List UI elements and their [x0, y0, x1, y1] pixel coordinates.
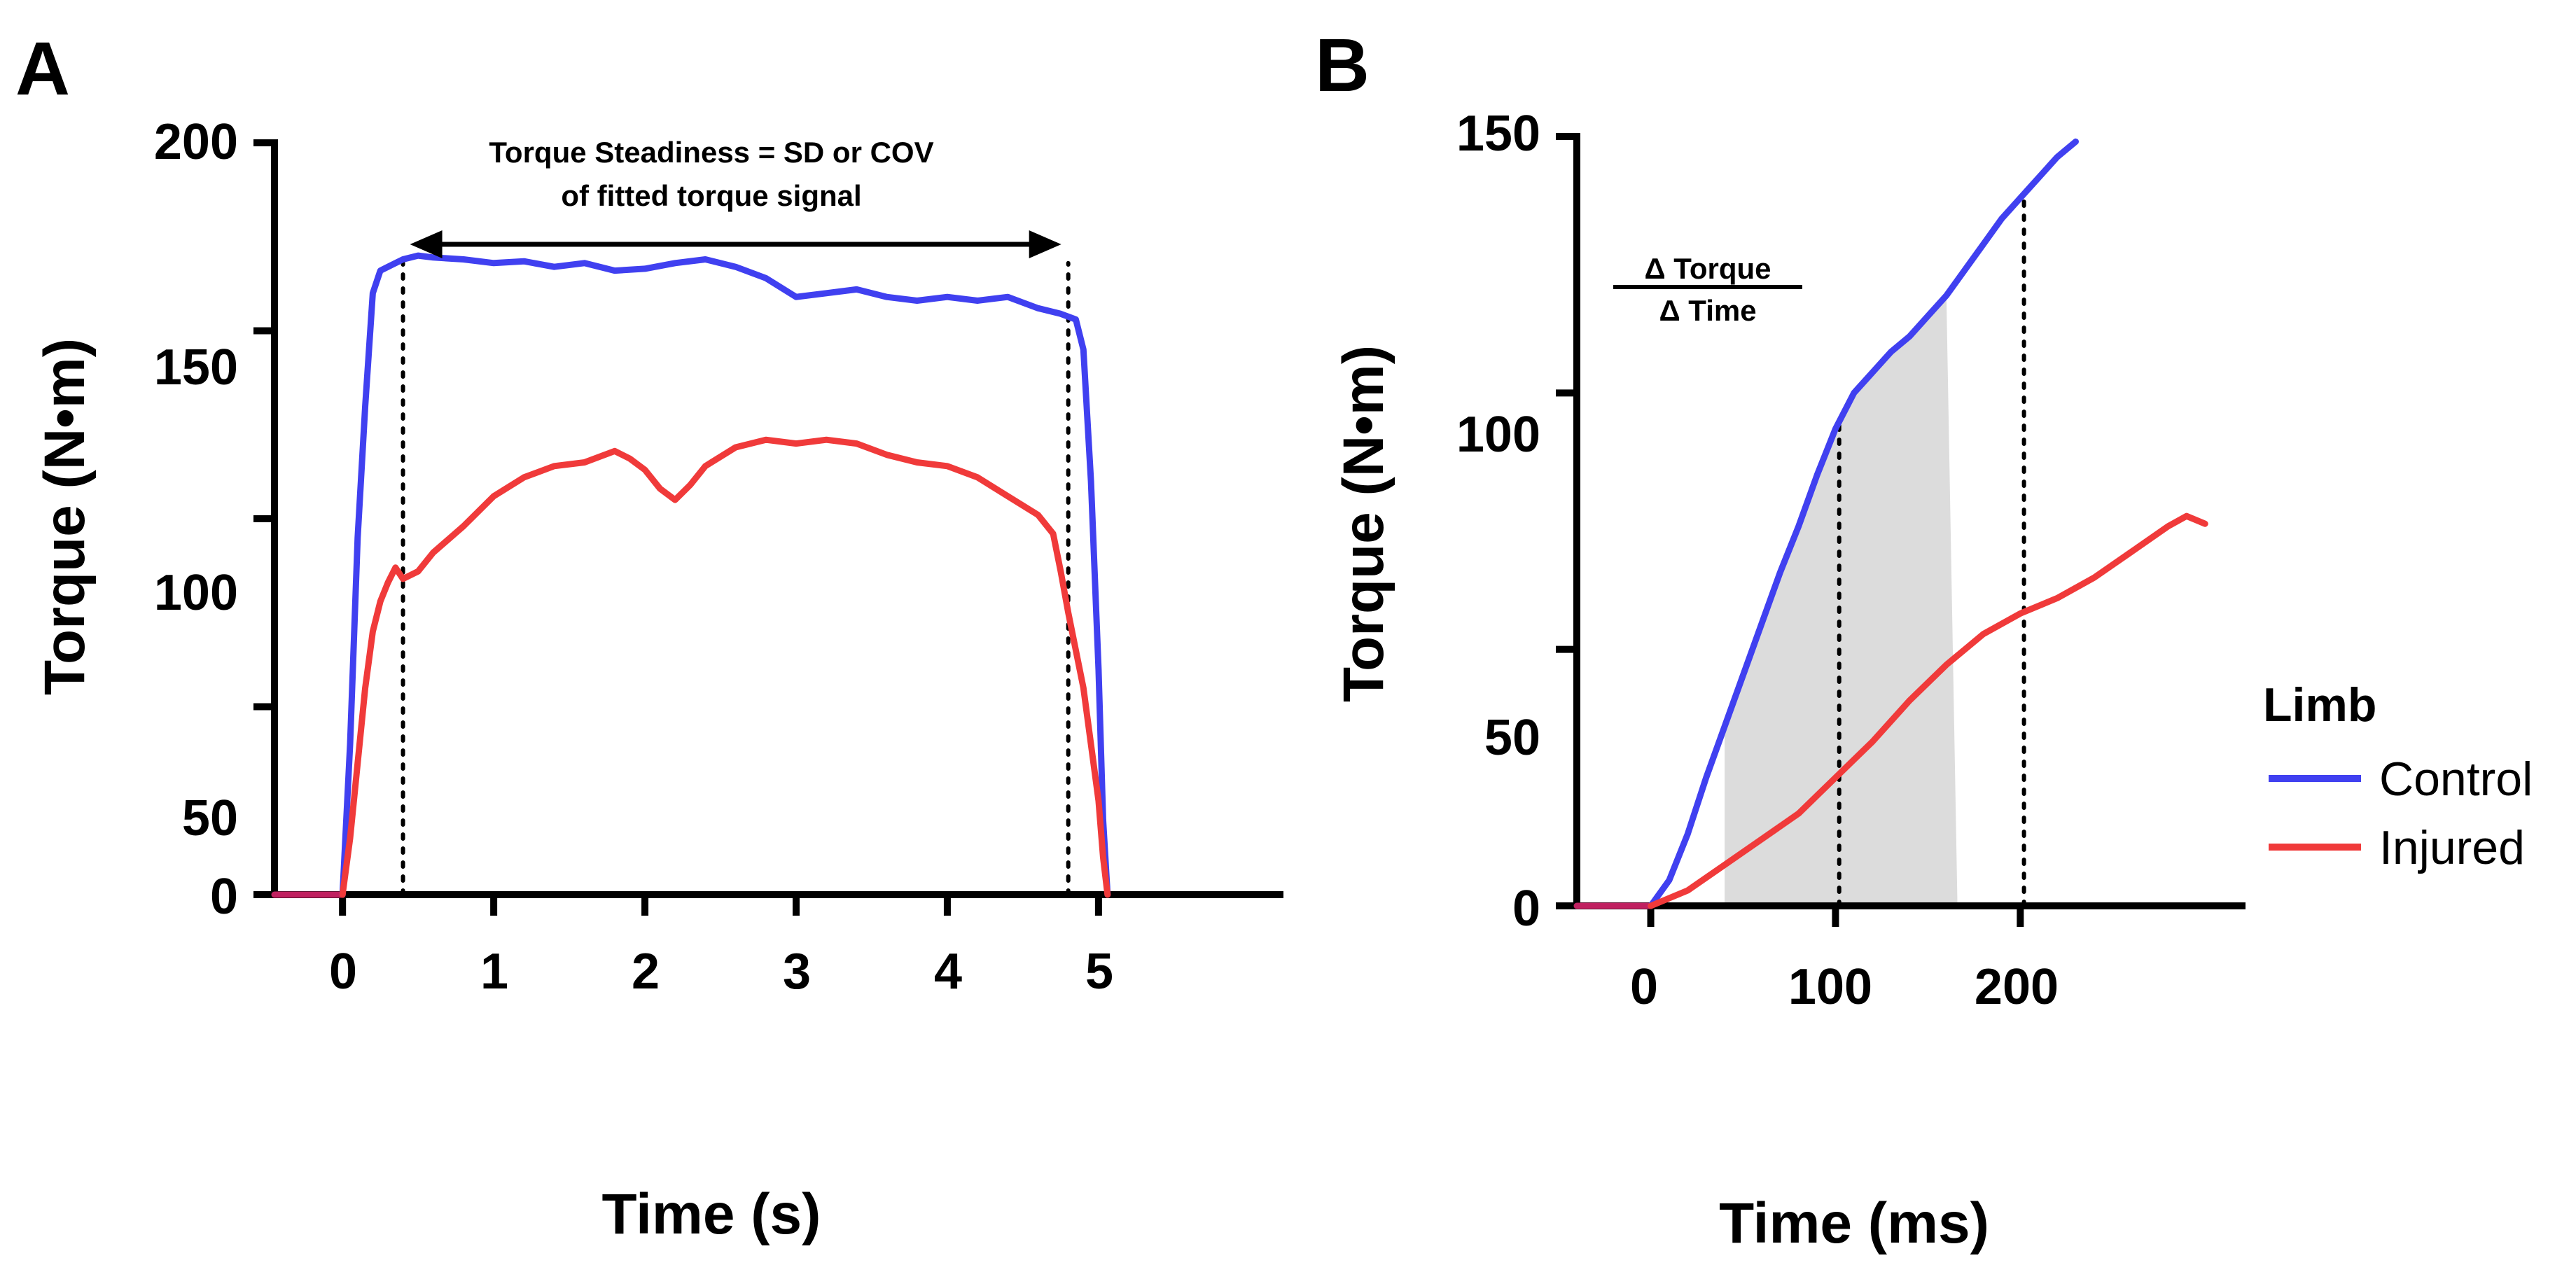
panel-a-x-ticks: 0 1 2 3 4 5 [329, 944, 1113, 1000]
panel-b-annotation-denominator: Δ Time [1659, 294, 1756, 327]
panel-b-letter: B [1315, 22, 1370, 107]
panel-a-ytick-label: 50 [182, 790, 238, 846]
panel-b-ytick-label: 100 [1456, 407, 1540, 463]
panel-b-rate-annotation: Δ Torque Δ Time [1613, 252, 1802, 327]
panel-a-xtick-label: 3 [783, 944, 811, 1000]
panel-b-control-series [1648, 138, 2079, 909]
panel-a-ytick-label: 0 [210, 869, 238, 925]
panel-b-y-axis-title: Torque (N•m) [1332, 345, 1395, 702]
panel-a-letter: A [15, 26, 70, 111]
panel-a-plot-area [253, 139, 1283, 916]
legend-injured-label: Injured [2379, 821, 2525, 874]
panel-a-control-series [339, 252, 1111, 898]
panel-a-ytick-label: 200 [154, 114, 238, 170]
panel-b-xtick-label: 100 [1788, 959, 1872, 1015]
panel-b-annotation-numerator: Δ Torque [1644, 252, 1771, 285]
panel-a-y-ticks: 0 50 100 150 200 [154, 114, 238, 925]
panel-b-shaded-interval [1725, 295, 1958, 907]
panel-a-ytick-label: 100 [154, 565, 238, 621]
panel-a-annotation-line1: Torque Steadiness = SD or COV [489, 136, 933, 169]
panel-a-y-axis-title: Torque (N•m) [33, 338, 97, 695]
panel-b-xtick-label: 200 [1975, 959, 2059, 1015]
panel-a-annotation-line2: of fitted torque signal [561, 179, 861, 212]
panel-a-xtick-label: 0 [329, 944, 357, 1000]
panel-a-injured-series [339, 436, 1111, 898]
panel-a-xtick-label: 2 [632, 944, 660, 1000]
panel-b-ytick-label: 50 [1484, 710, 1540, 766]
panel-a-ytick-label: 150 [154, 340, 238, 396]
panel-b-y-ticks: 0 50 100 150 [1456, 106, 1540, 937]
panel-b-injured-series [1648, 512, 2208, 909]
panel-b: B Δ Torque Δ Time 0 50 100 150 0 100 200… [1315, 22, 2246, 1255]
panel-b-xtick-label: 0 [1630, 959, 1658, 1015]
legend-control-label: Control [2379, 753, 2533, 806]
panel-b-ytick-label: 0 [1512, 881, 1540, 937]
legend-title: Limb [2263, 678, 2376, 732]
panel-a: A Torque Steadiness = SD or COV of fitte… [15, 26, 1283, 1246]
legend: Limb Control Injured [2263, 678, 2533, 874]
panel-b-x-ticks: 0 100 200 [1630, 959, 2059, 1015]
panel-a-annotation: Torque Steadiness = SD or COV of fitted … [489, 136, 933, 212]
panel-b-ytick-label: 150 [1456, 106, 1540, 162]
panel-a-x-axis-title: Time (s) [602, 1182, 821, 1246]
panel-a-xtick-label: 5 [1085, 944, 1113, 1000]
panel-a-span-arrow-left-head [410, 230, 443, 258]
panel-b-x-axis-title: Time (ms) [1719, 1191, 1989, 1255]
panel-a-span-arrow-right-head [1029, 230, 1061, 258]
panel-a-xtick-label: 4 [934, 944, 962, 1000]
panel-b-plot-area [1556, 133, 2246, 927]
panel-a-xtick-label: 1 [480, 944, 508, 1000]
